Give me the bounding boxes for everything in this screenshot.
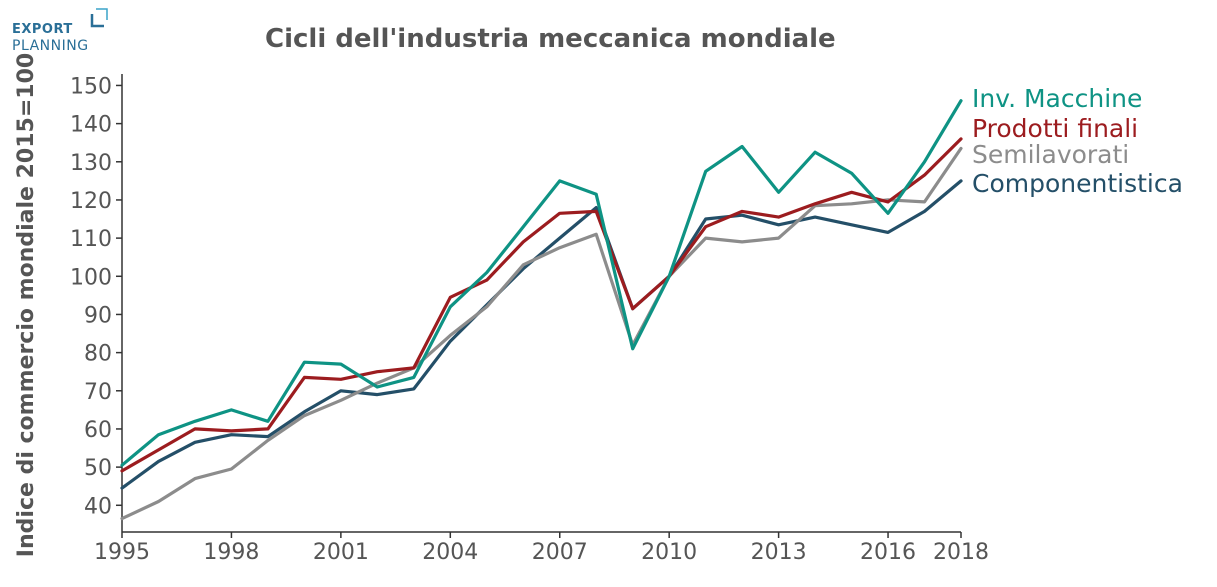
y-tick-label: 70 [84, 380, 112, 405]
series-line-inv-macchine [120, 99, 963, 467]
x-tick-label: 2004 [422, 540, 478, 565]
exportplanning-logo: EXPORT PLANNING [12, 6, 112, 56]
logo-text-export: EXPORT [12, 22, 73, 37]
y-tick-label: 90 [84, 303, 112, 328]
y-tick-label: 120 [70, 189, 112, 214]
y-tick-label: 100 [70, 265, 112, 290]
y-tick-label: 40 [84, 494, 112, 519]
y-tick-label: 50 [84, 456, 112, 481]
y-axis-label: Indice di commercio mondiale 2015=100 [14, 53, 39, 557]
legend-label-prodotti-finali: Prodotti finali [972, 114, 1138, 143]
y-tick-label: 130 [70, 151, 112, 176]
chart-title: Cicli dell'industria meccanica mondiale [265, 24, 836, 54]
series-line-semilavorati [120, 146, 963, 521]
logo-bracket-icon [90, 8, 108, 28]
x-tick-label: 2013 [751, 540, 807, 565]
series-line-componentistica [120, 179, 963, 490]
y-tick-label: 150 [70, 74, 112, 99]
x-tick-label: 2001 [313, 540, 369, 565]
legend-label-componentistica: Componentistica [972, 169, 1183, 198]
x-tick-label: 2007 [532, 540, 588, 565]
x-tick-label: 1998 [203, 540, 259, 565]
y-tick-label: 110 [70, 227, 112, 252]
x-tick-label: 2016 [860, 540, 916, 565]
y-tick-label: 140 [70, 113, 112, 138]
x-tick-label: 2018 [933, 540, 989, 565]
legend-label-inv-macchine: Inv. Macchine [972, 84, 1142, 113]
y-tick-label: 60 [84, 418, 112, 443]
series-line-prodotti-finali [120, 137, 963, 473]
logo-text-planning: PLANNING [12, 38, 89, 54]
legend-label-semilavorati: Semilavorati [972, 140, 1129, 169]
x-tick-label: 1995 [94, 540, 150, 565]
x-tick-label: 2010 [641, 540, 697, 565]
y-tick-label: 80 [84, 342, 112, 367]
